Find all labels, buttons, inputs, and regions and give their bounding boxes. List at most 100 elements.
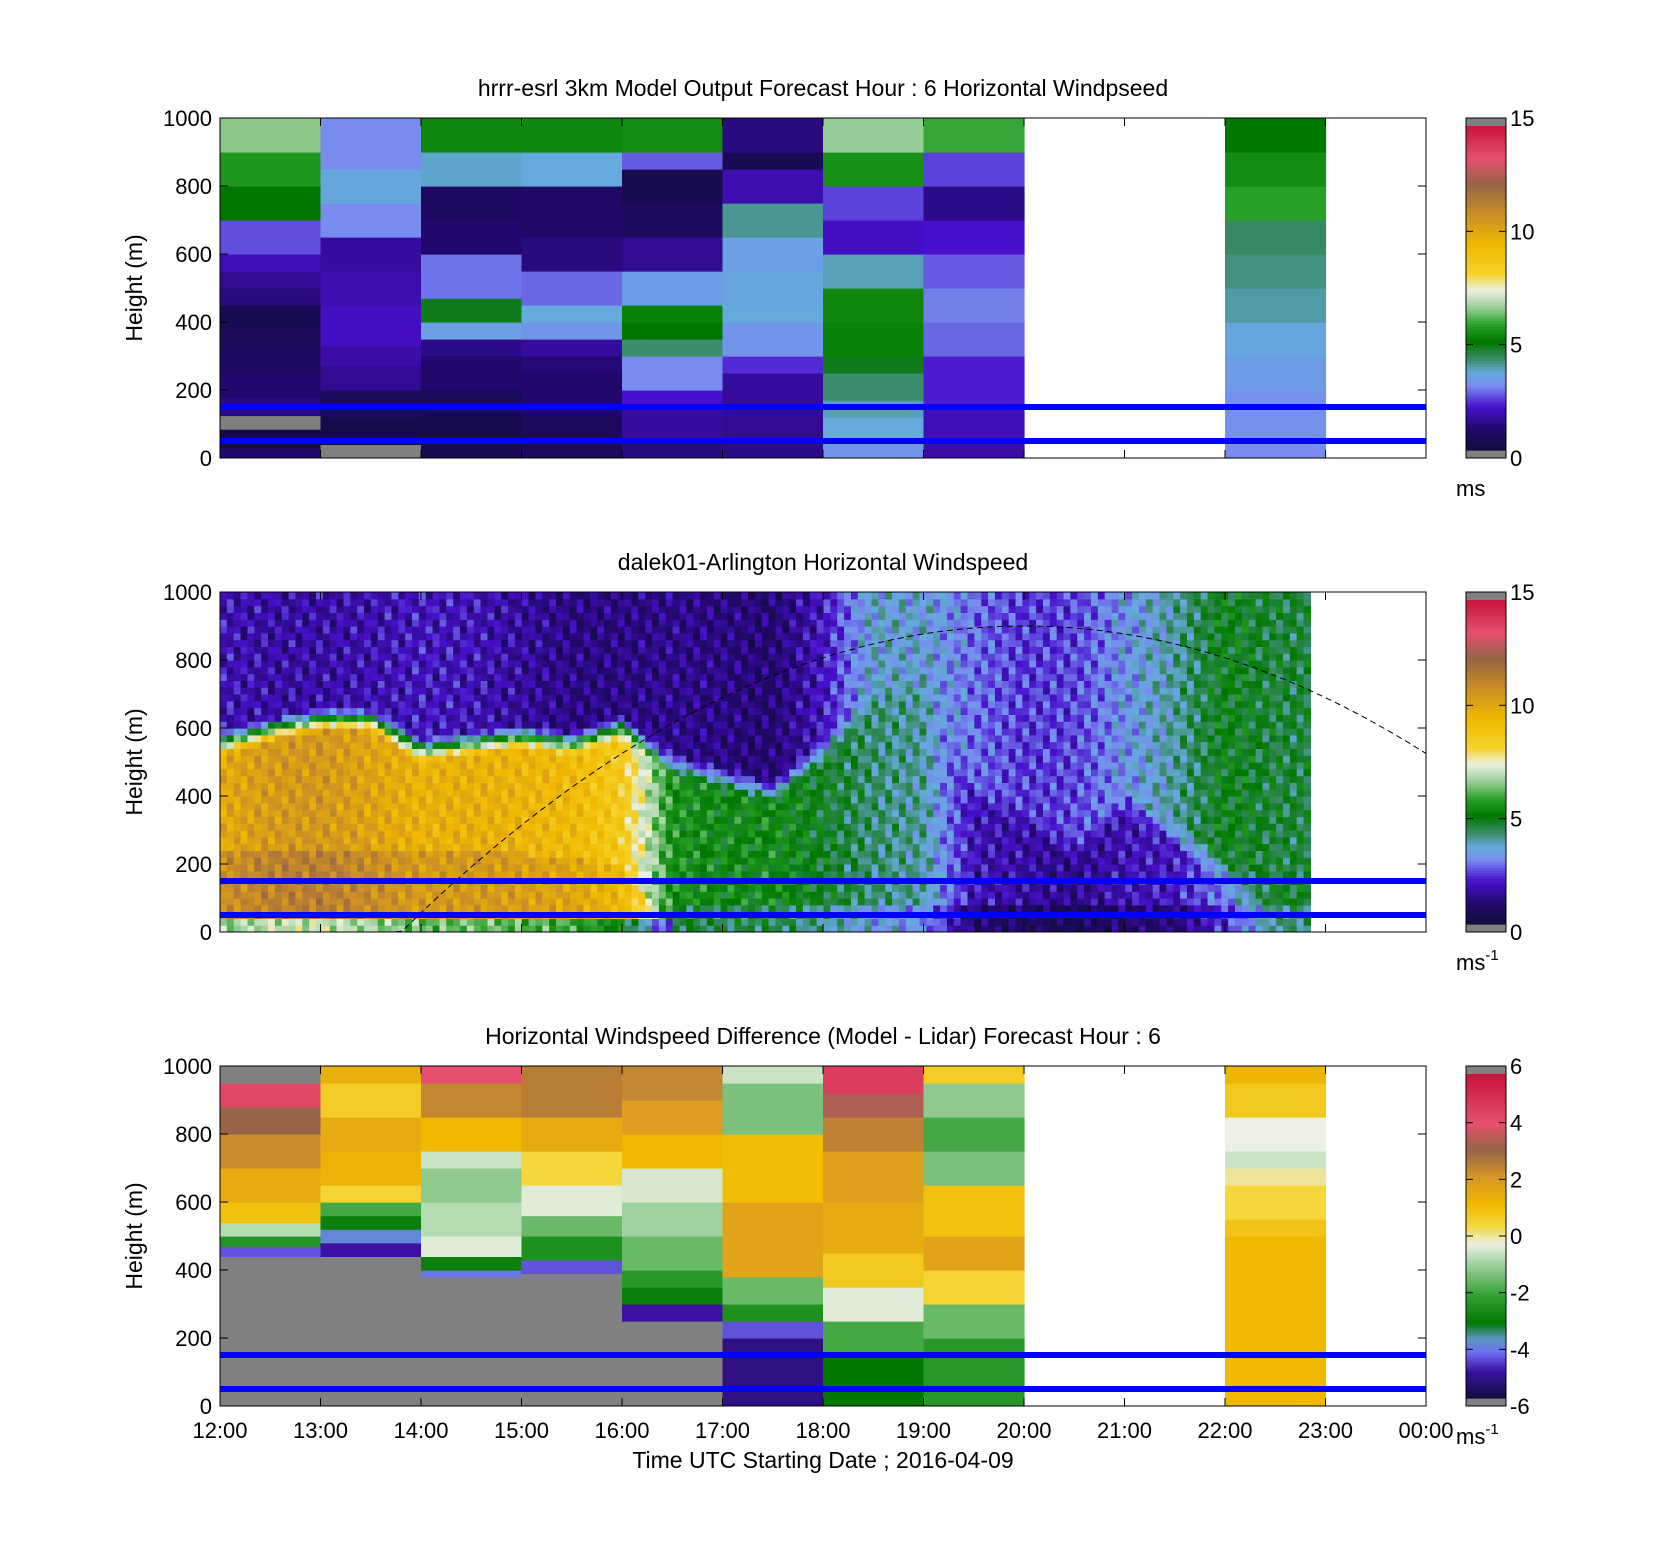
heatmap-cell bbox=[220, 653, 228, 661]
heatmap-cell bbox=[473, 836, 482, 845]
heatmap-cell bbox=[816, 816, 825, 824]
heatmap-cell bbox=[542, 884, 550, 892]
heatmap-cell bbox=[329, 734, 338, 743]
heatmap-cell bbox=[364, 748, 372, 756]
heatmap-cell bbox=[542, 728, 550, 736]
heatmap-cell bbox=[775, 700, 783, 709]
heatmap-cell bbox=[748, 714, 756, 722]
heatmap-cell bbox=[686, 653, 694, 661]
heatmap-cell bbox=[665, 598, 674, 607]
heatmap-cell bbox=[398, 918, 406, 926]
heatmap-cell bbox=[624, 687, 633, 695]
heatmap-cell bbox=[350, 707, 358, 715]
heatmap-cell bbox=[268, 700, 276, 709]
heatmap-cell bbox=[734, 748, 742, 756]
heatmap-cell bbox=[254, 605, 262, 613]
heatmap-cell bbox=[844, 734, 852, 743]
heatmap-cell bbox=[604, 680, 612, 688]
heatmap-cell bbox=[302, 925, 310, 932]
heatmap-cell bbox=[466, 843, 475, 851]
heatmap-cell bbox=[734, 592, 742, 600]
heatmap-cell bbox=[288, 850, 297, 858]
heatmap-cell bbox=[823, 782, 831, 790]
heatmap-cell bbox=[617, 898, 626, 906]
heatmap-cell bbox=[645, 850, 653, 858]
heatmap-cell bbox=[508, 755, 516, 763]
heatmap-cell bbox=[624, 748, 633, 756]
heatmap-cell bbox=[295, 925, 303, 932]
heatmap-cell bbox=[624, 639, 633, 647]
heatmap-cell bbox=[316, 918, 324, 926]
heatmap-cell bbox=[528, 843, 537, 851]
heatmap-cell bbox=[542, 782, 550, 790]
heatmap-cell bbox=[823, 707, 831, 715]
heatmap-cell bbox=[240, 612, 249, 620]
heatmap-cell bbox=[617, 741, 626, 749]
heatmap-cell bbox=[850, 666, 859, 675]
heatmap-cell bbox=[274, 687, 283, 695]
heatmap-cell bbox=[377, 707, 386, 715]
heatmap-cell bbox=[432, 741, 441, 749]
heatmap-cell bbox=[638, 816, 646, 824]
heatmap-cell bbox=[268, 666, 276, 675]
heatmap-cell bbox=[247, 707, 255, 715]
heatmap-cell bbox=[850, 626, 859, 634]
heatmap-cell bbox=[844, 816, 852, 824]
colorbar-swatch bbox=[1466, 223, 1506, 227]
panel-model-output: hrrr-esrl 3km Model Output Forecast Hour… bbox=[121, 75, 1534, 501]
heatmap-cell bbox=[274, 632, 283, 641]
heatmap-cell bbox=[857, 884, 866, 892]
heatmap-cell bbox=[631, 809, 639, 817]
heatmap-cell bbox=[844, 870, 852, 879]
heatmap-cell bbox=[590, 721, 598, 729]
heatmap-cell bbox=[377, 823, 386, 831]
heatmap-cell bbox=[672, 700, 681, 709]
heatmap-cell bbox=[569, 816, 578, 824]
heatmap-cell bbox=[809, 721, 818, 729]
heatmap-cell bbox=[480, 694, 489, 702]
heatmap-cell bbox=[556, 836, 564, 845]
heatmap-cell bbox=[480, 755, 489, 763]
heatmap-cell bbox=[473, 632, 482, 641]
heatmap-cell bbox=[268, 626, 276, 634]
heatmap-cell bbox=[754, 748, 763, 756]
heatmap-cell bbox=[542, 707, 550, 715]
heatmap-cell bbox=[665, 870, 674, 879]
heatmap-cell bbox=[480, 646, 489, 654]
heatmap-cell bbox=[343, 755, 351, 763]
heatmap-cell bbox=[542, 673, 550, 681]
heatmap-cell bbox=[816, 755, 825, 763]
heatmap-cell bbox=[604, 653, 612, 661]
heatmap-cell bbox=[446, 850, 454, 858]
heatmap-cell bbox=[412, 823, 420, 831]
heatmap-cell bbox=[398, 619, 406, 627]
heatmap-cell bbox=[480, 673, 489, 681]
heatmap-cell bbox=[748, 687, 756, 695]
heatmap-cell bbox=[309, 904, 317, 913]
heatmap-cell bbox=[425, 918, 434, 926]
heatmap-cell bbox=[700, 639, 708, 647]
heatmap-cell bbox=[514, 870, 523, 879]
heatmap-cell bbox=[713, 843, 722, 851]
heatmap-cell bbox=[665, 714, 674, 722]
heatmap-cell bbox=[370, 850, 379, 858]
heatmap-cell bbox=[748, 707, 756, 715]
heatmap-cell bbox=[487, 626, 495, 634]
heatmap-cell bbox=[453, 830, 461, 838]
heatmap-cell bbox=[329, 789, 338, 797]
heatmap-cell bbox=[809, 755, 818, 763]
heatmap-cell bbox=[569, 714, 578, 722]
heatmap-cell bbox=[295, 728, 303, 736]
heatmap-cell bbox=[658, 605, 667, 613]
heatmap-cell bbox=[830, 734, 838, 743]
heatmap-cell bbox=[562, 653, 571, 661]
heatmap-cell bbox=[281, 843, 290, 851]
heatmap-cell bbox=[233, 762, 242, 770]
heatmap-cell bbox=[741, 626, 749, 634]
colorbar-swatch bbox=[1466, 193, 1506, 197]
heatmap-cell bbox=[528, 782, 537, 790]
heatmap-cell bbox=[501, 687, 509, 695]
heatmap-cell bbox=[583, 653, 591, 661]
heatmap-cell bbox=[734, 632, 742, 641]
heatmap-cell bbox=[254, 707, 262, 715]
